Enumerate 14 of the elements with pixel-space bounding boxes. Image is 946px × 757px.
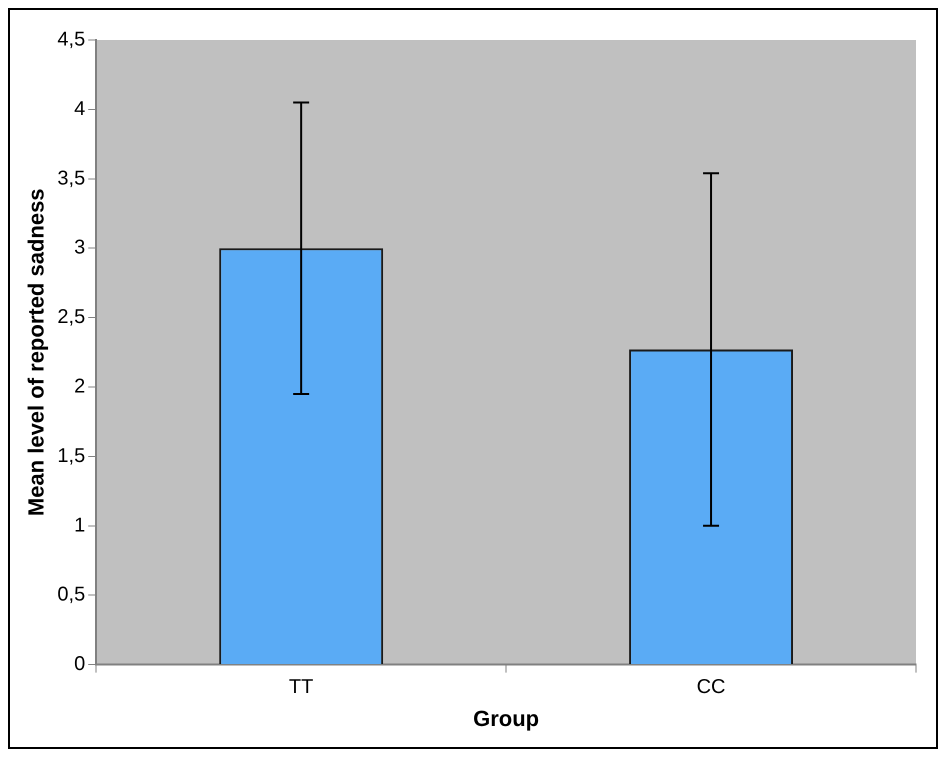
y-tick-label: 4,5 (57, 28, 86, 51)
y-axis-title: Mean level of reported sadness (23, 188, 48, 516)
x-tick-label: CC (696, 676, 726, 698)
y-tick-label: 1,5 (57, 444, 86, 467)
y-tick-label: 3,5 (57, 167, 86, 190)
x-axis-title: Group (473, 706, 540, 731)
y-tick-label: 0 (74, 653, 86, 676)
y-tick-label: 1 (74, 514, 86, 536)
x-tick-label: TT (288, 676, 314, 698)
y-tick-label: 2,5 (57, 306, 86, 328)
y-tick-label: 2 (74, 376, 86, 398)
y-tick-label: 3 (74, 236, 86, 259)
y-tick-label: 0,5 (57, 584, 86, 606)
y-tick-label: 4 (74, 98, 86, 120)
